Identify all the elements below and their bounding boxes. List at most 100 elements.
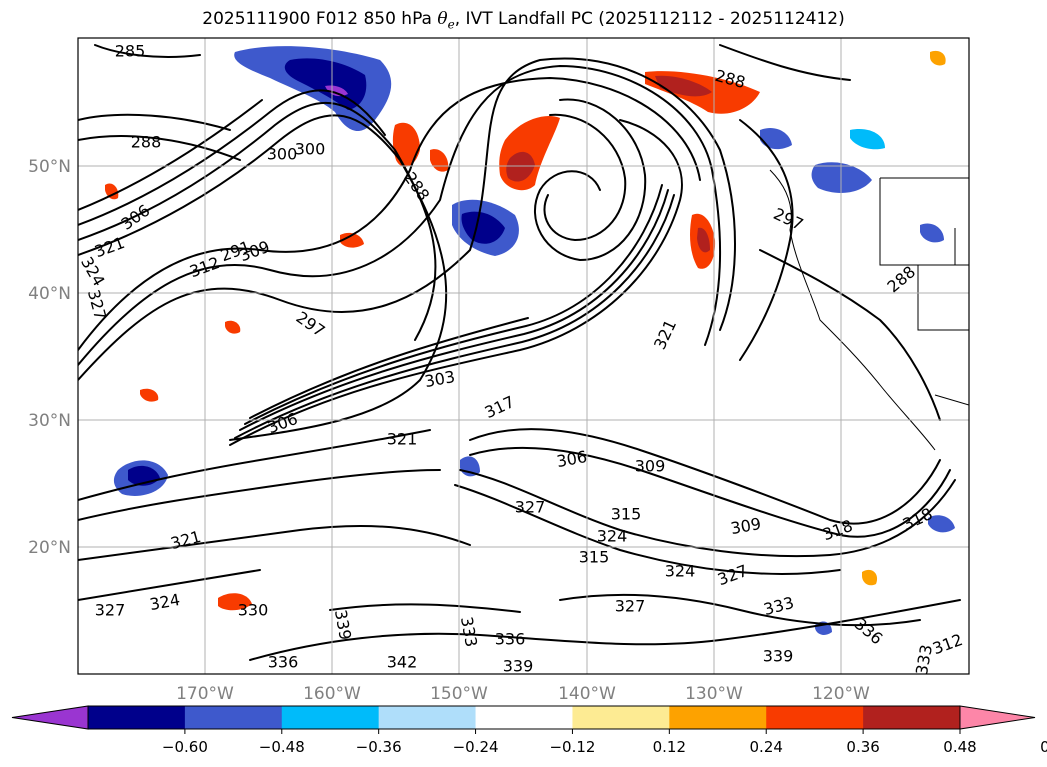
- lon-label: 120°W: [812, 684, 870, 704]
- colorbar-segment: [572, 706, 670, 729]
- negative-anomaly-small4: [920, 223, 944, 243]
- colorbar-tick-label: −0.12: [549, 738, 595, 756]
- lat-label: 40°N: [28, 284, 71, 304]
- positive-anomaly-small6: [930, 50, 946, 66]
- colorbar-segment: [863, 706, 961, 729]
- negative-anomaly-gulf-core: [461, 211, 505, 244]
- colorbar-tick-label: 0.12: [653, 738, 686, 756]
- contour-line: [329, 603, 521, 613]
- negative-anomaly-ne: [760, 127, 792, 150]
- colorbar-segment: [281, 706, 380, 729]
- contour-label: 300: [295, 140, 326, 159]
- contour-label: 324: [597, 527, 628, 546]
- colorbar-segment: [184, 706, 283, 729]
- positive-anomaly-bering: [392, 122, 420, 167]
- colorbar-extend-high: [959, 705, 1036, 730]
- contour-line: [559, 593, 921, 627]
- colorbar-tick-label: 0.24: [750, 738, 783, 756]
- colorbar-segment: [475, 706, 573, 729]
- positive-anomaly-coast-core: [697, 227, 710, 253]
- contour-line: [78, 101, 437, 341]
- contour-label: 288: [131, 133, 162, 152]
- lon-label: 140°W: [558, 684, 616, 704]
- colorbar: −0.60 −0.48 −0.36 −0.24 −0.12 0.12 0.24 0.36 0.4…: [11, 705, 1047, 756]
- contour-label: 285: [115, 42, 146, 61]
- colorbar-segment: [669, 706, 767, 729]
- latitude-labels: 50°N 40°N 30°N 20°N: [28, 157, 71, 558]
- contour-label: 327: [615, 597, 646, 616]
- positive-anomaly-small3: [340, 232, 364, 248]
- coastline: [934, 394, 969, 406]
- contour-label: 336: [268, 653, 299, 672]
- contour-label: 339: [763, 647, 794, 666]
- title-suffix: , IVT Landfall PC (2025112112 - 20251124…: [454, 9, 845, 29]
- map-frame: [77, 37, 970, 675]
- contour-line: [739, 119, 794, 361]
- title-symbol: θ: [437, 9, 448, 29]
- contour-label: 321: [387, 430, 418, 449]
- contour-label: 336: [495, 630, 526, 649]
- contour-label: 324: [665, 562, 696, 581]
- colorbar-tick-label: −0.60: [162, 738, 208, 756]
- figure-title: 2025111900 F012 850 hPa θe, IVT Landfall…: [0, 9, 1047, 31]
- positive-anomaly-small2: [218, 593, 252, 611]
- colorbar-extend-low: [11, 705, 89, 730]
- colorbar-segment: [766, 706, 864, 729]
- lat-label: 30°N: [28, 411, 71, 431]
- contour-label: 315: [611, 505, 642, 524]
- shading-layer: [105, 46, 955, 635]
- negative-anomaly-north: [811, 162, 872, 193]
- title-prefix: 2025111900 F012 850 hPa: [202, 9, 438, 29]
- negative-anomaly-n2: [850, 129, 885, 150]
- colorbar-tick-label: 0.36: [846, 738, 879, 756]
- contour-line: [78, 569, 261, 601]
- contour-line: [249, 599, 961, 661]
- colorbar-segment: [378, 706, 477, 729]
- title-subscript: e: [447, 17, 455, 32]
- positive-anomaly-small4: [140, 388, 159, 402]
- positive-anomaly-small8: [862, 569, 878, 586]
- coastline-layer: [769, 169, 969, 451]
- colorbar-tick-label: 0.60: [1040, 738, 1047, 756]
- contour-label: 315: [579, 548, 610, 567]
- lon-label: 150°W: [430, 684, 488, 704]
- contour-line: [249, 317, 529, 419]
- contour-line: [78, 469, 441, 521]
- coastline: [917, 265, 969, 331]
- graticule: [78, 38, 969, 674]
- contour-line: [78, 113, 231, 131]
- contour-layer: [78, 44, 961, 661]
- contour-label: 339: [503, 657, 534, 676]
- coastline: [769, 169, 936, 451]
- contour-label: 327: [515, 498, 546, 517]
- contour-line: [543, 113, 627, 241]
- colorbar-tick-label: 0.48: [943, 738, 976, 756]
- lon-label: 160°W: [303, 684, 361, 704]
- contour-line: [78, 57, 736, 381]
- coastline: [879, 178, 969, 266]
- colorbar-frame: [87, 705, 961, 730]
- contour-line: [78, 135, 241, 161]
- positive-anomaly-small5: [225, 320, 241, 334]
- lon-label: 170°W: [176, 684, 234, 704]
- contour-line: [94, 44, 201, 58]
- colorbar-tick-label: −0.36: [356, 738, 402, 756]
- contour-label: 327: [95, 601, 126, 620]
- contour-line: [229, 119, 683, 446]
- contour-line: [239, 189, 669, 431]
- contour-line: [454, 484, 841, 575]
- contour-line: [78, 429, 431, 501]
- lat-label: 20°N: [28, 538, 71, 558]
- colorbar-tick-label: −0.24: [453, 738, 499, 756]
- contour-label: 309: [635, 457, 666, 476]
- colorbar-segment: [88, 706, 186, 729]
- contour-line: [534, 98, 647, 261]
- contour-label: 333: [912, 643, 936, 676]
- contour-line: [78, 89, 386, 226]
- positive-anomaly-gulf-core: [506, 151, 535, 182]
- contour-label: 300: [267, 145, 298, 164]
- contour-line: [469, 428, 941, 525]
- contour-line: [759, 249, 941, 421]
- negative-anomaly-small3: [928, 515, 955, 533]
